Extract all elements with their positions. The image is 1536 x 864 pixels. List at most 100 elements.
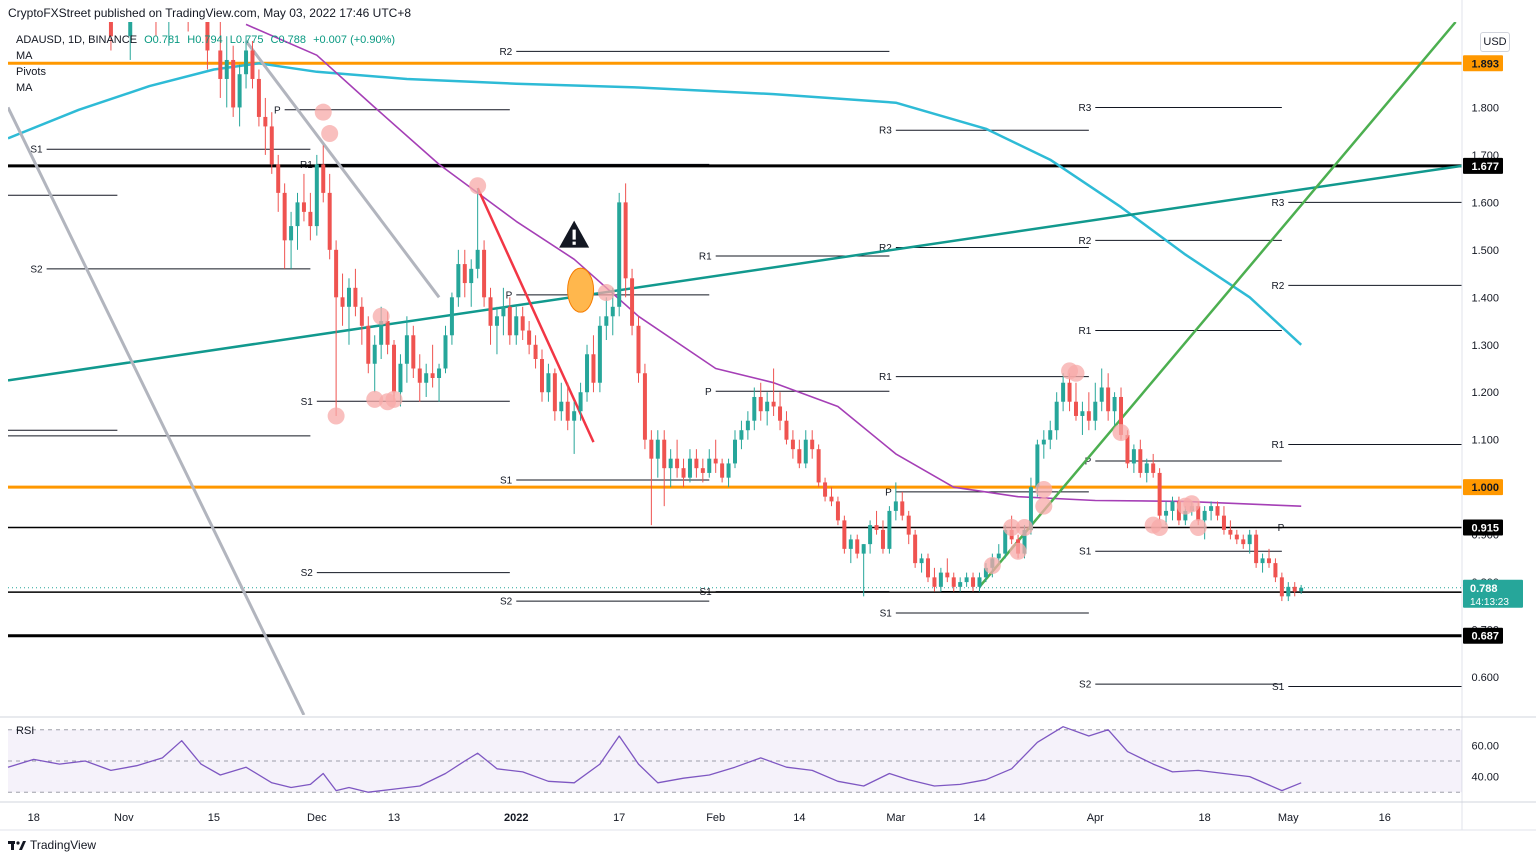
candle-body — [861, 544, 866, 554]
candle — [334, 240, 339, 416]
candle — [314, 154, 319, 236]
candle-body — [1228, 529, 1233, 535]
candle — [778, 392, 783, 431]
candle — [829, 487, 834, 507]
key-level-label-text: 1.677 — [1471, 161, 1499, 173]
legend-indicator-pivots[interactable]: Pivots — [16, 66, 46, 78]
pivot-label: S2 — [1079, 680, 1092, 691]
candle-body — [597, 325, 602, 383]
candle-body — [636, 325, 641, 374]
candle-body — [334, 249, 339, 298]
candle — [514, 306, 519, 345]
candle — [977, 572, 982, 592]
touch-marker — [1189, 519, 1207, 537]
candle-body — [411, 335, 416, 369]
candle — [758, 382, 763, 421]
warning-icon — [559, 220, 590, 248]
currency-button[interactable]: USD — [1480, 32, 1510, 52]
key-level-label-text: 1.893 — [1471, 58, 1499, 70]
candle — [263, 97, 268, 155]
candle — [366, 316, 371, 374]
candle-body — [1157, 472, 1162, 516]
legend-open: O0.781 — [144, 34, 181, 46]
y-tick-label: 1.800 — [1471, 102, 1499, 114]
candle-body — [1073, 401, 1078, 416]
candle-body — [951, 577, 956, 587]
candle — [649, 430, 654, 526]
pivot-label: S1 — [301, 397, 314, 408]
candle — [430, 344, 435, 388]
pivot-label: P — [885, 487, 892, 498]
candle — [733, 430, 737, 469]
current-price-bg — [1463, 579, 1523, 608]
candle-body — [308, 211, 313, 227]
x-tick-label: 2022 — [504, 812, 528, 824]
candle-body — [752, 396, 757, 421]
candle-body — [456, 264, 461, 298]
candle-body — [848, 539, 853, 549]
candle-body — [604, 316, 609, 326]
candle-body — [1215, 506, 1220, 516]
candle — [1209, 501, 1214, 521]
pivot-label: R1 — [879, 372, 892, 383]
candle-body — [1061, 382, 1066, 402]
current-price-value: 0.788 — [1470, 583, 1498, 595]
key-level-label-text: 0.687 — [1471, 631, 1499, 643]
candle-body — [739, 430, 744, 440]
touch-marker — [1003, 519, 1021, 537]
candle — [887, 506, 892, 554]
touch-marker — [597, 284, 615, 302]
legend-symbol: ADAUSD, 1D, BINANCE — [16, 34, 138, 46]
key-level-label: 0.915 — [1463, 519, 1503, 536]
candle — [372, 335, 377, 393]
candle — [932, 567, 937, 592]
candle — [417, 354, 422, 402]
candle — [559, 382, 564, 421]
candle-body — [874, 525, 879, 530]
candle — [926, 553, 931, 583]
candle — [720, 458, 725, 483]
candle — [745, 411, 750, 440]
candle — [1164, 501, 1169, 526]
candle-body — [488, 297, 493, 326]
candle — [1157, 468, 1162, 521]
legend-change: +0.007 (+0.90%) — [313, 34, 396, 46]
candle-body — [1196, 506, 1201, 521]
candle-body — [1151, 463, 1156, 473]
candle-body — [913, 534, 918, 564]
candle-body — [642, 373, 647, 440]
x-tick-label: 17 — [613, 812, 625, 824]
candle — [1254, 529, 1259, 568]
candle — [1061, 373, 1066, 412]
candle — [790, 430, 795, 459]
tradingview-logo-icon — [8, 841, 26, 850]
pivot-label: R3 — [1078, 103, 1091, 114]
candle-body — [276, 164, 281, 193]
candle — [565, 382, 570, 431]
candle — [469, 259, 474, 307]
candle-body — [205, 22, 210, 51]
candle-body — [372, 344, 377, 364]
candle — [713, 439, 718, 473]
candle-body — [784, 420, 789, 440]
legend-indicator-ma-1[interactable]: MA — [16, 50, 33, 62]
candle-body — [900, 501, 905, 516]
candle-body — [533, 344, 538, 360]
pivot-label: R3 — [879, 126, 892, 137]
candle — [765, 392, 770, 426]
candle-body — [256, 78, 261, 117]
candle-body — [398, 363, 403, 393]
candle-body — [1247, 534, 1252, 545]
x-tick-label: 15 — [208, 812, 220, 824]
candle-body — [585, 354, 590, 393]
candle-body — [424, 373, 429, 383]
candle-body — [1035, 444, 1040, 488]
legend-indicator-ma-2[interactable]: MA — [16, 82, 33, 94]
x-tick-label: 18 — [28, 812, 40, 824]
candle-body — [662, 439, 667, 469]
candle-body — [1234, 534, 1239, 540]
candle-body — [971, 577, 976, 587]
candle — [707, 449, 712, 478]
x-tick-label: 16 — [1379, 812, 1391, 824]
